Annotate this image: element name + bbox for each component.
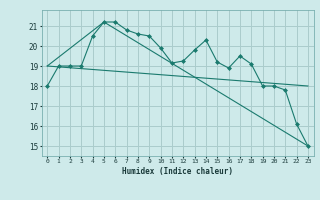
- X-axis label: Humidex (Indice chaleur): Humidex (Indice chaleur): [122, 167, 233, 176]
